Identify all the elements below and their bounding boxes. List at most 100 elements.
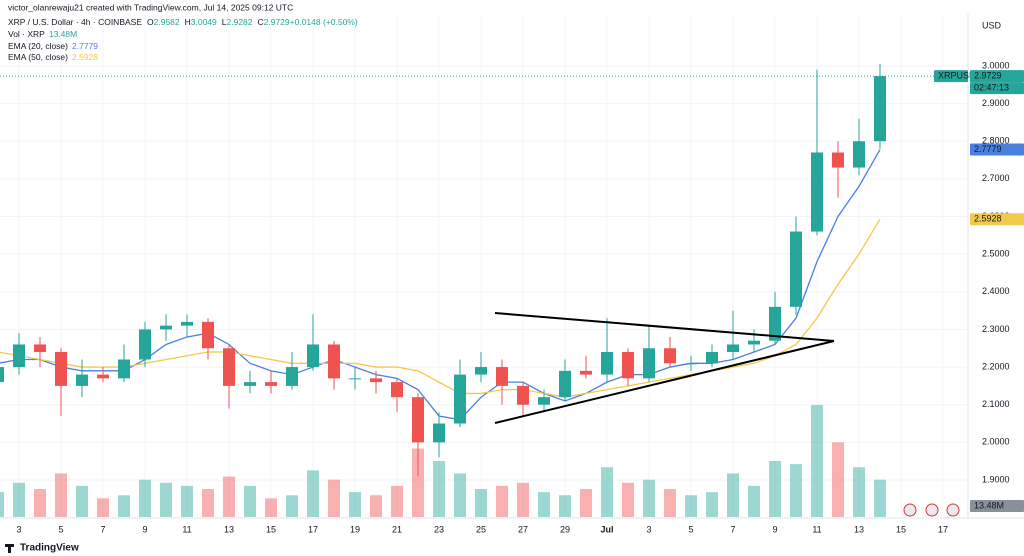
volume-bar: [412, 448, 424, 517]
volume-bar: [769, 461, 781, 517]
volume-bar: [0, 492, 4, 517]
event-icons: [903, 503, 960, 517]
volume-bar: [55, 473, 67, 517]
volume-bar: [454, 473, 466, 517]
volume-bar: [370, 495, 382, 517]
volume-bar: [433, 461, 445, 517]
volume-bar: [286, 495, 298, 517]
volume-bar: [118, 495, 130, 517]
trendline: [494, 340, 835, 424]
x-tick-label: 13: [224, 524, 234, 534]
candle-body: [307, 344, 319, 368]
candle-body: [370, 378, 382, 383]
x-tick-label: 17: [938, 524, 948, 534]
countdown-tag-box: [970, 82, 1024, 95]
legend-volume-name: Vol · XRP: [8, 29, 45, 39]
candle-body: [664, 348, 676, 364]
candle-body: [433, 423, 445, 443]
x-tick-label: 21: [392, 524, 402, 534]
ohlc-value: 2.9729: [264, 17, 290, 27]
x-tick-label: 11: [812, 524, 821, 534]
legend-ema: EMA (50, close) 2.5928: [8, 52, 98, 62]
volume-bar: [307, 470, 319, 517]
candle-body: [475, 367, 487, 375]
candle-body: [769, 306, 781, 341]
ohlc-label: H: [185, 17, 191, 27]
volume-bar: [517, 482, 529, 517]
ema-price-tag: 2.7779: [974, 144, 1002, 154]
x-tick-label: 9: [772, 524, 777, 534]
volume-bar: [13, 482, 25, 517]
legend-volume-value: 13.48M: [49, 29, 77, 39]
y-tick-label: 2.7000: [982, 173, 1010, 183]
volume-bar: [328, 479, 340, 517]
candle-body: [244, 382, 256, 386]
candle-body: [538, 397, 550, 405]
volume-bar: [706, 492, 718, 517]
y-tick-label: 2.8000: [982, 136, 1010, 146]
triangle-pattern: [494, 312, 835, 424]
volume-bar: [622, 482, 634, 517]
ema-price-tag-box: [970, 213, 1024, 226]
volume-tag: 13.48M: [974, 500, 1004, 510]
candle-body: [874, 76, 886, 142]
last-price-tag: 2.9729: [974, 71, 1002, 81]
x-tick-label: 19: [350, 524, 360, 534]
candle-body: [202, 321, 214, 349]
ohlc-value: 3.0049: [191, 17, 217, 27]
candle-body: [832, 152, 844, 168]
x-tick-label: 17: [308, 524, 318, 534]
last-price-tag-box: [970, 70, 1024, 83]
y-tick-label: 3.0000: [982, 60, 1010, 70]
ohlc-label: L: [222, 17, 227, 27]
candle-body: [76, 374, 88, 386]
volume-bar: [643, 479, 655, 517]
legend-volume: Vol · XRP 13.48M: [8, 29, 77, 39]
candle-body: [517, 385, 529, 405]
volume-bar: [853, 467, 865, 517]
x-tick-label: 25: [476, 524, 486, 534]
candle-body: [580, 370, 592, 375]
event-icon[interactable]: [946, 503, 960, 517]
candle-body: [286, 367, 298, 386]
volume-bar: [496, 485, 508, 517]
candle-body: [496, 367, 508, 386]
volume-bar: [244, 485, 256, 517]
candle-body: [13, 344, 25, 368]
candle-body: [454, 374, 466, 424]
volume-bar: [223, 476, 235, 517]
symbol-tag-box: [934, 70, 968, 83]
candle-body: [34, 344, 46, 353]
candle-body: [328, 344, 340, 379]
ema-price-tag-box: [970, 143, 1024, 156]
symbol-tag: XRPUSD: [938, 71, 976, 81]
candle-body: [181, 321, 193, 326]
candle-body: [706, 352, 718, 364]
candle-body: [601, 352, 613, 375]
ohlc-value: 2.9582: [154, 17, 180, 27]
y-tick-label: 1.9000: [982, 474, 1010, 484]
currency: USD: [982, 20, 1002, 30]
volume-bar: [559, 495, 571, 517]
y-tick-label: 2.1000: [982, 399, 1010, 409]
x-tick-label: 5: [58, 524, 63, 534]
event-icon[interactable]: [903, 503, 917, 517]
volume-bar: [160, 482, 172, 517]
volume-bar: [181, 485, 193, 517]
candle-body: [160, 325, 172, 330]
y-tick-label: 2.5000: [982, 249, 1010, 259]
volume-bar: [580, 489, 592, 517]
candle-body: [265, 382, 277, 386]
candle-body: [55, 352, 67, 386]
candle-body: [811, 152, 823, 232]
x-tick-label: 11: [182, 524, 191, 534]
volume-bar: [811, 405, 823, 517]
trendline: [494, 312, 835, 342]
x-tick-label: 7: [100, 524, 105, 534]
y-tick-label: 2.3000: [982, 324, 1010, 334]
candle-body: [685, 363, 697, 365]
volume-bar: [76, 485, 88, 517]
event-icon[interactable]: [925, 503, 939, 517]
x-tick-label: 13: [854, 524, 864, 534]
